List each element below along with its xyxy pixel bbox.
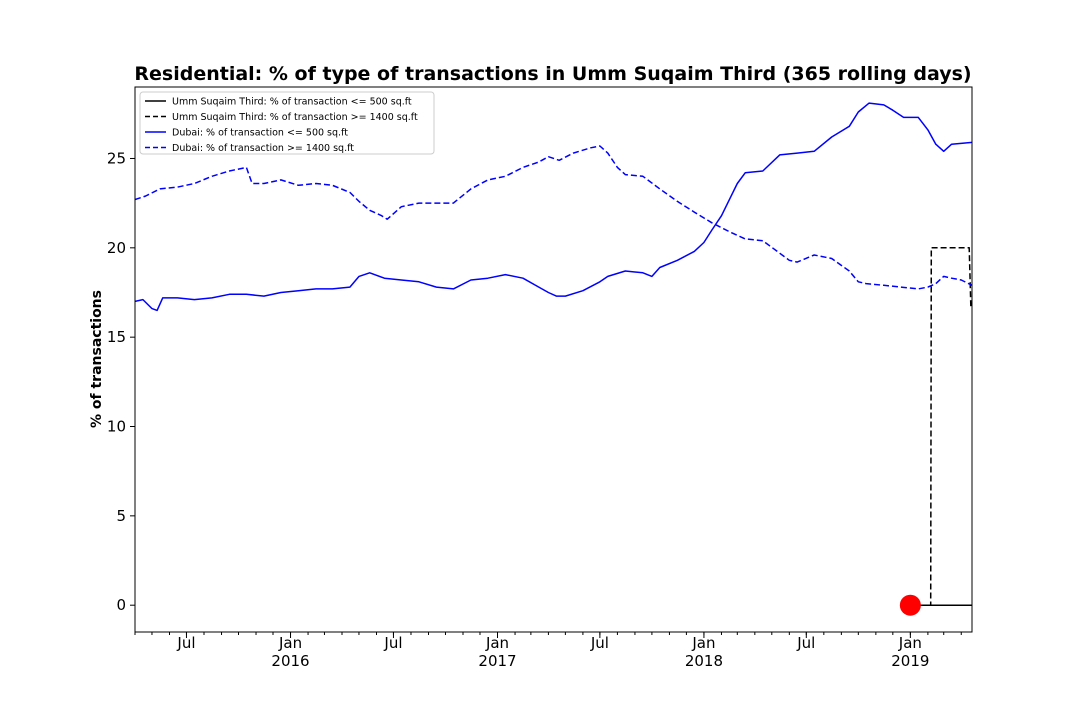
legend-label-0: Umm Suqaim Third: % of transaction <= 50…: [172, 97, 412, 108]
series-line-3: [135, 145, 972, 290]
legend-label-3: Dubai: % of transaction >= 1400 sq.ft: [172, 143, 354, 154]
x-tick-label: Jan: [485, 634, 509, 652]
y-tick-label: 5: [116, 507, 126, 525]
x-tick-label: Jan: [278, 634, 302, 652]
x-tick-year-label: 2017: [478, 652, 516, 670]
y-tick-label: 15: [107, 328, 126, 346]
x-tick-label: Jul: [590, 634, 609, 652]
x-tick-year-label: 2019: [891, 652, 929, 670]
y-axis-label: % of transactions: [89, 290, 105, 428]
y-tick-label: 20: [107, 239, 126, 257]
y-tick-label: 0: [116, 596, 126, 614]
y-axis: 0 5 10 15 20 25: [107, 149, 135, 614]
series-layer: [135, 102, 972, 606]
legend-box: [139, 91, 435, 155]
red-marker-0: [899, 594, 921, 616]
legend-label-2: Dubai: % of transaction <= 500 sq.ft: [172, 128, 348, 139]
x-tick-label: Jul: [383, 634, 402, 652]
series-line-1: [910, 247, 972, 606]
legend-label-1: Umm Suqaim Third: % of transaction >= 14…: [172, 112, 418, 123]
x-tick-label: Jan: [898, 634, 922, 652]
x-tick-label: Jul: [796, 634, 815, 652]
x-tick-label: Jul: [176, 634, 195, 652]
x-tick-year-label: 2018: [685, 652, 723, 670]
chart-title: Residential: % of type of transactions i…: [134, 63, 971, 85]
y-tick-label: 10: [107, 418, 126, 436]
marker-layer: [899, 594, 921, 616]
plot-area: [134, 86, 973, 633]
x-tick-year-label: 2016: [271, 652, 309, 670]
y-tick-label: 25: [107, 149, 126, 167]
series-line-2: [135, 102, 972, 312]
legend: Umm Suqaim Third: % of transaction <= 50…: [139, 91, 435, 155]
plot-frame: [134, 86, 973, 633]
x-tick-label: Jan: [691, 634, 715, 652]
